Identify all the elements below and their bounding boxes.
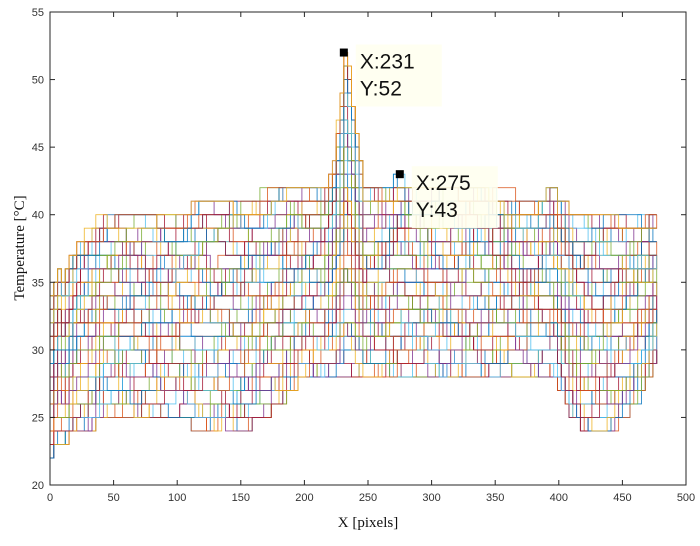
profile-lines [50, 52, 658, 459]
data-tip-marker [395, 170, 404, 179]
axis-ticks: 0 50 100 150 200 250 300 350 400 450 500 20 25 30 35 40… [32, 7, 695, 504]
x-axis-label: X [pixels] [338, 515, 398, 531]
y-axis-label: Temperature [°C] [12, 195, 28, 300]
y-tick-label: 55 [32, 7, 44, 19]
y-tick-label: 40 [32, 210, 44, 222]
x-tick-label: 0 [47, 492, 53, 504]
data-tip-y-label: Y:43 [416, 199, 458, 222]
y-tick-label: 35 [32, 277, 44, 289]
y-tick-label: 30 [32, 345, 44, 357]
data-tips: X:231 Y:52 X:275 Y:43 [339, 44, 498, 229]
x-tick-label: 450 [613, 492, 631, 504]
y-tick-label: 50 [32, 75, 44, 87]
x-tick-label: 250 [359, 492, 377, 504]
y-tick-label: 20 [32, 480, 44, 492]
data-tip-box [411, 166, 498, 229]
x-tick-label: 500 [677, 492, 695, 504]
x-tick-label: 150 [232, 492, 250, 504]
x-tick-label: 300 [422, 492, 440, 504]
profile-line [50, 52, 657, 297]
profile-line [50, 295, 658, 418]
profile-line [50, 214, 657, 378]
x-tick-label: 400 [550, 492, 568, 504]
x-tick-label: 350 [486, 492, 504, 504]
x-tick-label: 200 [295, 492, 313, 504]
data-tip-x-label: X:275 [416, 172, 471, 195]
y-tick-label: 45 [32, 142, 44, 154]
data-tip-marker [339, 48, 348, 57]
y-tick-label: 25 [32, 412, 44, 424]
data-tip-x-label: X:231 [360, 51, 415, 74]
data-tip-box [355, 44, 442, 107]
x-tick-label: 50 [107, 492, 119, 504]
data-tip-y-label: Y:52 [360, 78, 402, 101]
x-tick-label: 100 [168, 492, 186, 504]
profile-line [50, 52, 657, 297]
